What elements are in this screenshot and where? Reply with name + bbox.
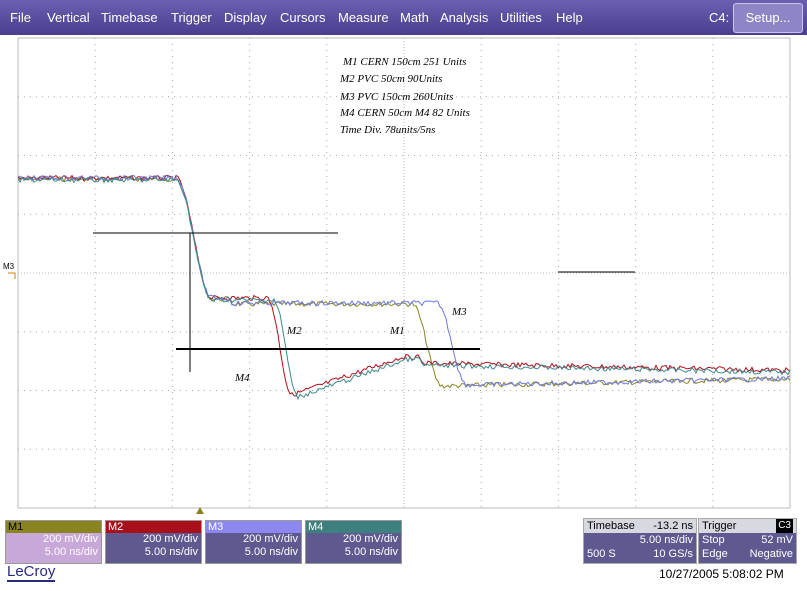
channel-box[interactable]: M2 200 mV/div 5.00 ns/div xyxy=(105,520,202,564)
brand-logo: LeCroy xyxy=(7,563,56,582)
waveform xyxy=(17,174,791,389)
menu-item[interactable]: Vertical xyxy=(47,10,90,25)
channel-box[interactable]: M1 200 mV/div 5.00 ns/div xyxy=(5,520,102,564)
menu-item[interactable]: Cursors xyxy=(280,10,326,25)
trigger-mode: Stop xyxy=(702,534,725,546)
trigger-title: Trigger xyxy=(702,520,737,532)
menu-item[interactable]: Measure xyxy=(338,10,389,25)
trigger-source: C3 xyxy=(776,519,793,533)
menu-item[interactable]: File xyxy=(10,10,31,25)
trigger-marker xyxy=(196,507,204,514)
menu-item[interactable]: Trigger xyxy=(171,10,212,25)
timebase-title: Timebase xyxy=(587,520,635,532)
timebase-box[interactable]: Timebase -13.2 ns 5.00 ns/div 500 S 10 GS/… xyxy=(583,518,697,564)
vdiv: 200 mV/div xyxy=(42,533,98,545)
vdiv: 200 mV/div xyxy=(142,533,198,545)
menu-item[interactable]: Help xyxy=(556,10,583,25)
channel-box[interactable]: M4 200 mV/div 5.00 ns/div xyxy=(305,520,402,564)
trace-label: M4 xyxy=(234,372,250,384)
level-arrow xyxy=(8,272,16,279)
level-marker: M3 xyxy=(3,262,15,271)
annotation: M1 CERN 150cm 251 Units xyxy=(342,56,466,68)
channel-box[interactable]: M3 200 mV/div 5.00 ns/div xyxy=(205,520,302,564)
trigger-box[interactable]: Trigger C3 Stop 52 mV Edge Negative xyxy=(698,518,797,564)
trace-label: M2 xyxy=(286,325,302,337)
menu-item[interactable]: Analysis xyxy=(440,10,489,25)
trace-label: M3 xyxy=(451,306,467,318)
trigger-level: 52 mV xyxy=(761,534,793,546)
trace-label: M1 xyxy=(389,325,405,337)
scope-screen: M1 CERN 150cm 251 Units M2 PVC 50cm 90Uni… xyxy=(3,37,791,514)
vdiv: 200 mV/div xyxy=(242,533,298,545)
channel-name: M4 xyxy=(306,521,401,533)
waveform xyxy=(17,176,791,401)
menu-item[interactable]: Display xyxy=(224,10,267,25)
annotation: M4 CERN 50cm M4 82 Units xyxy=(339,107,470,119)
tdiv: 5.00 ns/div xyxy=(244,546,298,558)
annotation: M2 PVC 50cm 90Units xyxy=(339,73,442,85)
trigger-type: Edge xyxy=(702,548,728,560)
timebase-tdiv: 5.00 ns/div xyxy=(639,534,693,546)
tdiv: 5.00 ns/div xyxy=(344,546,398,558)
channel-label: C4: xyxy=(709,10,730,25)
timebase-delay: -13.2 ns xyxy=(653,520,693,532)
menu-bar: C4: Setup... File Vertical Timebase Trigger… xyxy=(0,0,807,35)
menu-item[interactable]: Math xyxy=(400,10,429,25)
timebase-samples: 500 S xyxy=(587,548,616,560)
annotation: M3 PVC 150cm 260Units xyxy=(339,91,453,103)
channel-name: M3 xyxy=(206,521,301,533)
timestamp: 10/27/2005 5:08:02 PM xyxy=(659,567,784,581)
channel-name: M1 xyxy=(6,521,101,533)
trigger-slope: Negative xyxy=(749,548,793,560)
menu-item[interactable]: Utilities xyxy=(500,10,542,25)
tdiv: 5.00 ns/div xyxy=(144,546,198,558)
vdiv: 200 mV/div xyxy=(342,533,398,545)
annotation: Time Div. 78units/5ns xyxy=(340,124,435,136)
tdiv: 5.00 ns/div xyxy=(44,546,98,558)
menu-item[interactable]: Timebase xyxy=(101,10,158,25)
timebase-rate: 10 GS/s xyxy=(653,548,693,560)
channel-name: M2 xyxy=(106,521,201,533)
setup-button[interactable]: Setup... xyxy=(733,3,803,33)
